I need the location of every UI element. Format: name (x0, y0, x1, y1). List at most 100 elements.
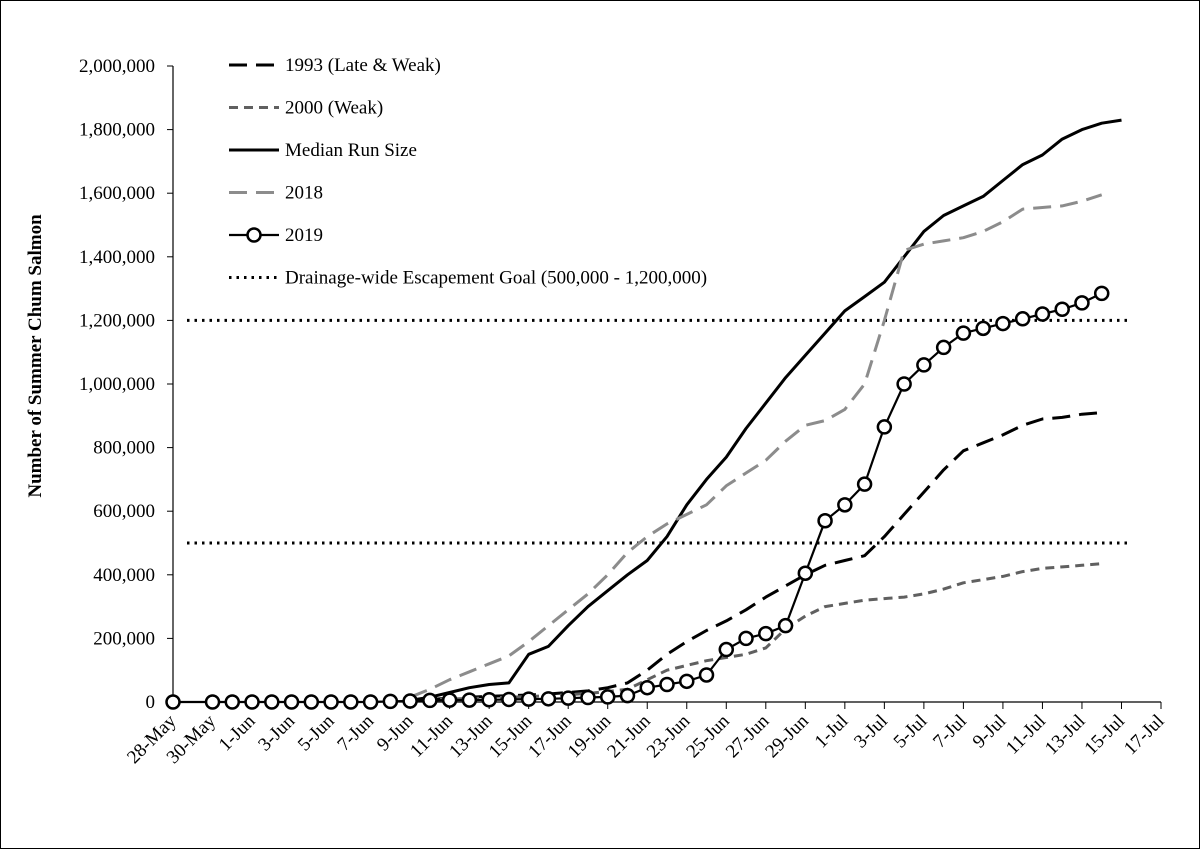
data-point-2019 (560, 690, 576, 706)
x-tick-label: 23-Jun (643, 710, 695, 762)
legend-label-2018: 2018 (285, 183, 323, 204)
data-point-2019 (580, 689, 596, 706)
legend-marker-icon (246, 227, 262, 243)
series-line-1993-late-weak (410, 411, 1102, 702)
x-tick-label: 1-Jul (811, 711, 853, 753)
data-point-2019 (422, 692, 438, 709)
data-point-2019 (461, 692, 478, 708)
data-point-2019 (619, 687, 636, 704)
legend-label-2019: 2019 (285, 225, 323, 246)
y-tick-label: 1,800,000 (79, 120, 155, 141)
data-point-2019 (303, 694, 320, 710)
y-tick-label: 1,600,000 (79, 183, 155, 204)
x-tick-label: 3-Jul (850, 711, 892, 753)
axes (172, 66, 1161, 703)
data-point-2019 (481, 692, 497, 708)
data-point-2019 (679, 673, 695, 690)
legend: 1993 (Late & Weak) 2000 (Weak) Median Run … (229, 55, 707, 289)
y-tick-label: 800,000 (93, 438, 155, 459)
data-point-2019 (343, 694, 359, 710)
series-2019-markers (165, 285, 1110, 710)
data-point-2019 (362, 694, 379, 710)
data-point-2019 (817, 512, 833, 529)
data-point-2019 (224, 694, 241, 710)
x-tick-label: 17-Jul (1120, 711, 1168, 759)
x-tick-label: 11-Jun (406, 710, 457, 761)
y-tick-label: 2,000,000 (79, 56, 155, 77)
data-point-2019 (599, 689, 616, 705)
legend-label-drainage-wide-escapement-goal-500-000-1-200-000: Drainage-wide Escapement Goal (500,000 -… (285, 268, 707, 289)
x-tick-label: 1-Jun (215, 710, 260, 755)
x-tick-label: 13-Jul (1041, 711, 1089, 759)
data-point-2019 (995, 315, 1011, 332)
data-point-2019 (323, 694, 339, 710)
data-point-2019 (955, 325, 972, 341)
data-point-2019 (935, 339, 952, 356)
data-point-2019 (698, 667, 715, 683)
data-point-2019 (975, 320, 991, 337)
legend-label-median-run-size: Median Run Size (285, 140, 417, 161)
x-tick-label: 3-Jun (254, 710, 299, 755)
data-point-2019 (837, 497, 853, 513)
y-tick-label: 400,000 (93, 565, 155, 586)
data-point-2019 (1054, 301, 1070, 318)
x-tick-label: 5-Jul (890, 711, 932, 753)
data-point-2019 (402, 693, 418, 709)
data-point-2019 (777, 617, 794, 634)
data-point-2019 (896, 376, 912, 392)
x-tick-label: 21-Jun (603, 710, 655, 762)
data-point-2019 (718, 641, 735, 658)
data-point-2019 (441, 692, 458, 708)
series-lines (173, 118, 1122, 704)
x-tick-label: 13-Jun (445, 710, 497, 762)
x-tick-label: 27-Jun (722, 710, 774, 762)
data-point-2019 (639, 679, 655, 696)
x-tick-label: 15-Jul (1081, 711, 1129, 759)
data-point-2019 (1034, 306, 1051, 322)
escapement-goal-lines (187, 318, 1129, 545)
y-tick-label: 1,000,000 (79, 374, 155, 395)
x-tick-label: 19-Jun (564, 710, 616, 762)
data-point-2019 (738, 630, 754, 647)
data-point-2019 (659, 676, 675, 693)
x-tick-label: 7-Jul (929, 711, 971, 753)
y-tick-label: 1,400,000 (79, 247, 155, 268)
data-point-2019 (204, 694, 221, 710)
x-tick-label: 29-Jun (761, 710, 813, 762)
x-tick-label: 15-Jun (485, 710, 537, 762)
data-point-2019 (501, 691, 517, 708)
data-point-2019 (283, 694, 300, 710)
x-tick-label: 17-Jun (524, 710, 576, 762)
series-line-2019 (173, 292, 1103, 704)
legend-label-1993-late-weak: 1993 (Late & Weak) (285, 55, 441, 76)
data-point-2019 (1014, 311, 1031, 327)
y-axis-title: Number of Summer Chum Salmon (25, 214, 46, 498)
x-tick-label: 25-Jun (682, 710, 734, 762)
legend-label-2000-weak: 2000 (Weak) (285, 98, 383, 119)
y-tick-label: 200,000 (93, 628, 155, 649)
x-tick-labels: 28-May30-May1-Jun3-Jun5-Jun7-Jun9-Jun11-… (123, 702, 1169, 768)
series-line-median-run-size (409, 118, 1122, 702)
y-tick-label: 1,200,000 (79, 310, 155, 331)
data-point-2019 (165, 694, 181, 710)
y-tick-label: 600,000 (93, 501, 155, 522)
data-point-2019 (856, 476, 873, 492)
x-tick-label: 5-Jun (294, 710, 339, 755)
data-point-2019 (1093, 285, 1110, 302)
data-point-2019 (540, 691, 557, 707)
data-point-2019 (797, 565, 814, 581)
data-point-2019 (758, 625, 774, 642)
series-line-2018 (409, 193, 1103, 699)
y-tick-label: 0 (146, 692, 156, 713)
data-point-2019 (1074, 295, 1090, 311)
x-tick-label: 11-Jul (1002, 711, 1050, 759)
data-point-2019 (382, 693, 399, 710)
data-point-2019 (916, 357, 932, 373)
data-point-2019 (264, 694, 280, 710)
data-point-2019 (876, 419, 893, 435)
series-line-2000-weak (410, 562, 1102, 702)
y-tick-labels: 0 200,000 400,000 600,000 800,000 1,000,000 1,… (79, 56, 173, 713)
data-point-2019 (520, 691, 537, 707)
